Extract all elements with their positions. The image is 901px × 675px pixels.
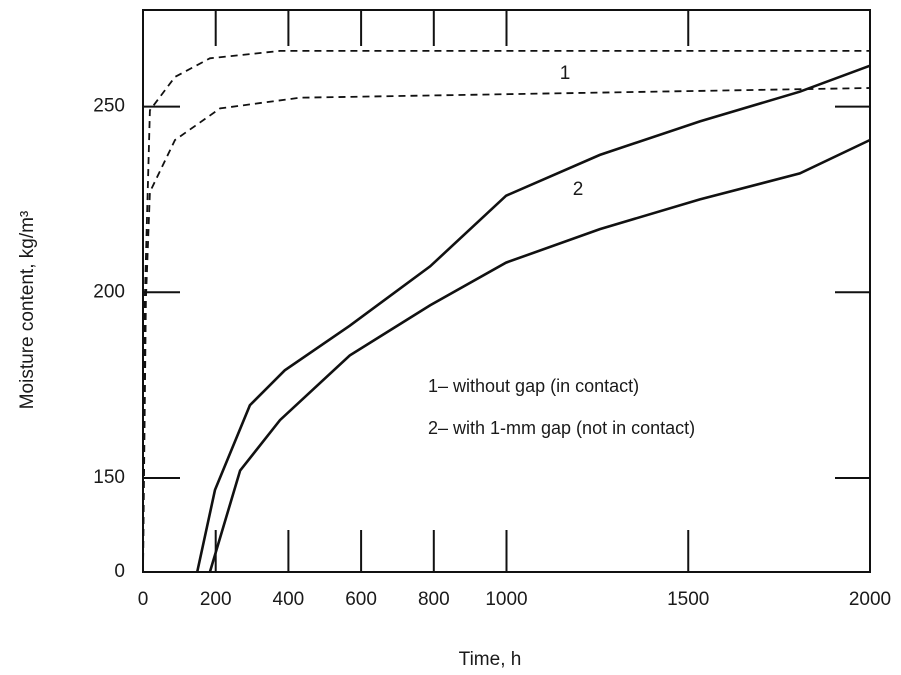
x-tick-label: 200	[200, 589, 232, 610]
y-tick-label: 150	[93, 467, 125, 488]
series-line	[195, 64, 871, 573]
y-axis-label: Moisture content, kg/m³	[17, 211, 38, 410]
x-tick-label: 1000	[485, 589, 527, 610]
curve-label: 1	[560, 63, 571, 84]
x-tick-label: 0	[138, 589, 149, 610]
x-tick-label: 400	[273, 589, 305, 610]
y-tick-label: 250	[93, 96, 125, 117]
legend-note: 2– with 1-mm gap (not in contact)	[428, 418, 695, 438]
y-tick-label: 200	[93, 281, 125, 302]
series-line	[142, 50, 870, 573]
x-axis-label: Time, h	[459, 649, 522, 670]
series-line	[208, 138, 871, 573]
x-tick-label: 1500	[667, 589, 709, 610]
x-tick-label: 600	[345, 589, 377, 610]
x-tick-label: 800	[418, 589, 450, 610]
y-tick-label: 0	[114, 561, 125, 582]
x-tick-label: 2000	[849, 589, 891, 610]
legend-note: 1– without gap (in contact)	[428, 376, 639, 396]
curve-label: 2	[573, 179, 584, 200]
series-line	[142, 87, 871, 573]
